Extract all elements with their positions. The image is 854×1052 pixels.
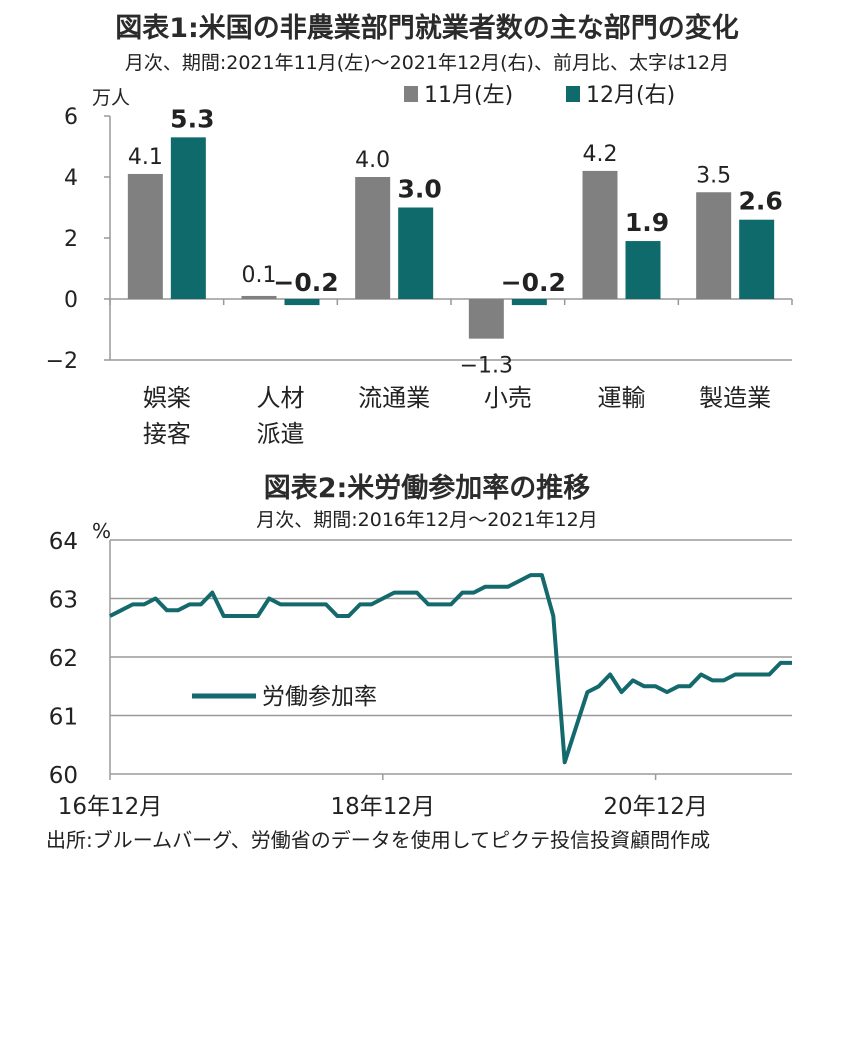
chart1-data-label: −0.2 — [273, 268, 338, 297]
chart1-y-tick-label: 6 — [64, 105, 78, 130]
chart1-legend-swatch — [404, 86, 418, 102]
chart2-series-line — [109, 573, 792, 765]
chart1-data-label: 3.5 — [696, 163, 731, 188]
chart1-bar — [398, 207, 434, 299]
chart1-category-label: 製造業 — [699, 384, 771, 412]
chart2-title: 図表2:米労働参加率の推移 — [263, 473, 591, 504]
chart1-category-label: 小売 — [484, 384, 532, 412]
chart1-bar — [582, 170, 618, 299]
chart2-y-tick-label: 60 — [49, 763, 78, 789]
chart1-y-tick-label: 0 — [64, 288, 78, 313]
chart2-y-tick-label: 64 — [49, 529, 78, 555]
chart1-data-label: 5.3 — [170, 104, 214, 133]
chart1-legend-label: 11月(左) — [424, 83, 513, 108]
chart1-subtitle: 月次、期間:2021年11月(左)～2021年12月(右)、前月比、太字は12月 — [124, 52, 730, 74]
chart1-ylabel: 万人 — [92, 87, 130, 109]
chart2-x-tick-label: 16年12月 — [58, 794, 163, 820]
chart1-bar — [284, 299, 320, 306]
chart1-bar — [511, 299, 547, 306]
chart1-data-label: 2.6 — [739, 187, 783, 216]
chart1-legend-label: 12月(右) — [586, 83, 675, 108]
chart1-category-label: 娯楽 — [143, 384, 191, 412]
chart1-category-label: 人材 — [257, 384, 305, 412]
chart1-data-label: −1.3 — [460, 354, 513, 379]
chart1-category-label: 運輸 — [598, 384, 646, 412]
chart1-y-tick-label: 4 — [64, 166, 78, 191]
chart2-legend-label: 労働参加率 — [262, 684, 377, 710]
chart2-y-tick-label: 62 — [49, 646, 78, 672]
chart1-data-label: 4.2 — [583, 142, 618, 167]
chart1-bar — [696, 192, 732, 299]
chart1-bar — [241, 295, 277, 299]
chart2-subtitle: 月次、期間:2016年12月～2021年12月 — [256, 509, 598, 531]
chart2-x-tick-label: 18年12月 — [331, 794, 436, 820]
chart1-data-label: 0.1 — [242, 263, 277, 288]
chart2-y-tick-label: 61 — [49, 705, 78, 731]
chart1-bar — [355, 177, 391, 299]
chart1-y-tick-label: −2 — [46, 349, 78, 374]
chart1-category-label: 接客 — [143, 420, 191, 448]
chart1-bar-chart: 6 4 2 0 −2 万人 4.1 0.1 4.0 −1.3 4.2 3.5 5.3 −0.2 3.0 −0.… — [46, 83, 793, 448]
chart1-data-label: 4.0 — [355, 148, 390, 173]
chart1-legend-swatch — [566, 86, 580, 102]
chart1-bar — [625, 241, 661, 299]
chart1-bar — [468, 299, 504, 339]
chart2-x-tick-label: 20年12月 — [603, 794, 708, 820]
chart1-data-label: 1.9 — [625, 208, 669, 237]
chart2-y-tick-label: 63 — [49, 588, 78, 614]
chart1-category-label: 流通業 — [358, 384, 430, 412]
chart1-bar — [739, 219, 775, 299]
chart1-bar — [170, 137, 206, 299]
chart2-ylabel: % — [92, 519, 111, 543]
chart2-line-chart: 64 63 62 61 60% 16年12月 18年12月 20年12月 労働参加率 — [49, 519, 792, 820]
chart1-category-label: 派遣 — [257, 420, 305, 448]
chart1-y-tick-label: 2 — [64, 227, 78, 252]
chart1-data-label: −0.2 — [501, 268, 566, 297]
chart1-title: 図表1:米国の非農業部門就業者数の主な部門の変化 — [115, 13, 739, 44]
chart1-data-label: 4.1 — [128, 145, 163, 170]
chart1-data-label: 3.0 — [398, 175, 442, 204]
source-note: 出所:ブルームバーグ、労働省のデータを使用してピクテ投信投資顧問作成 — [46, 828, 711, 852]
chart1-bar — [127, 173, 163, 299]
